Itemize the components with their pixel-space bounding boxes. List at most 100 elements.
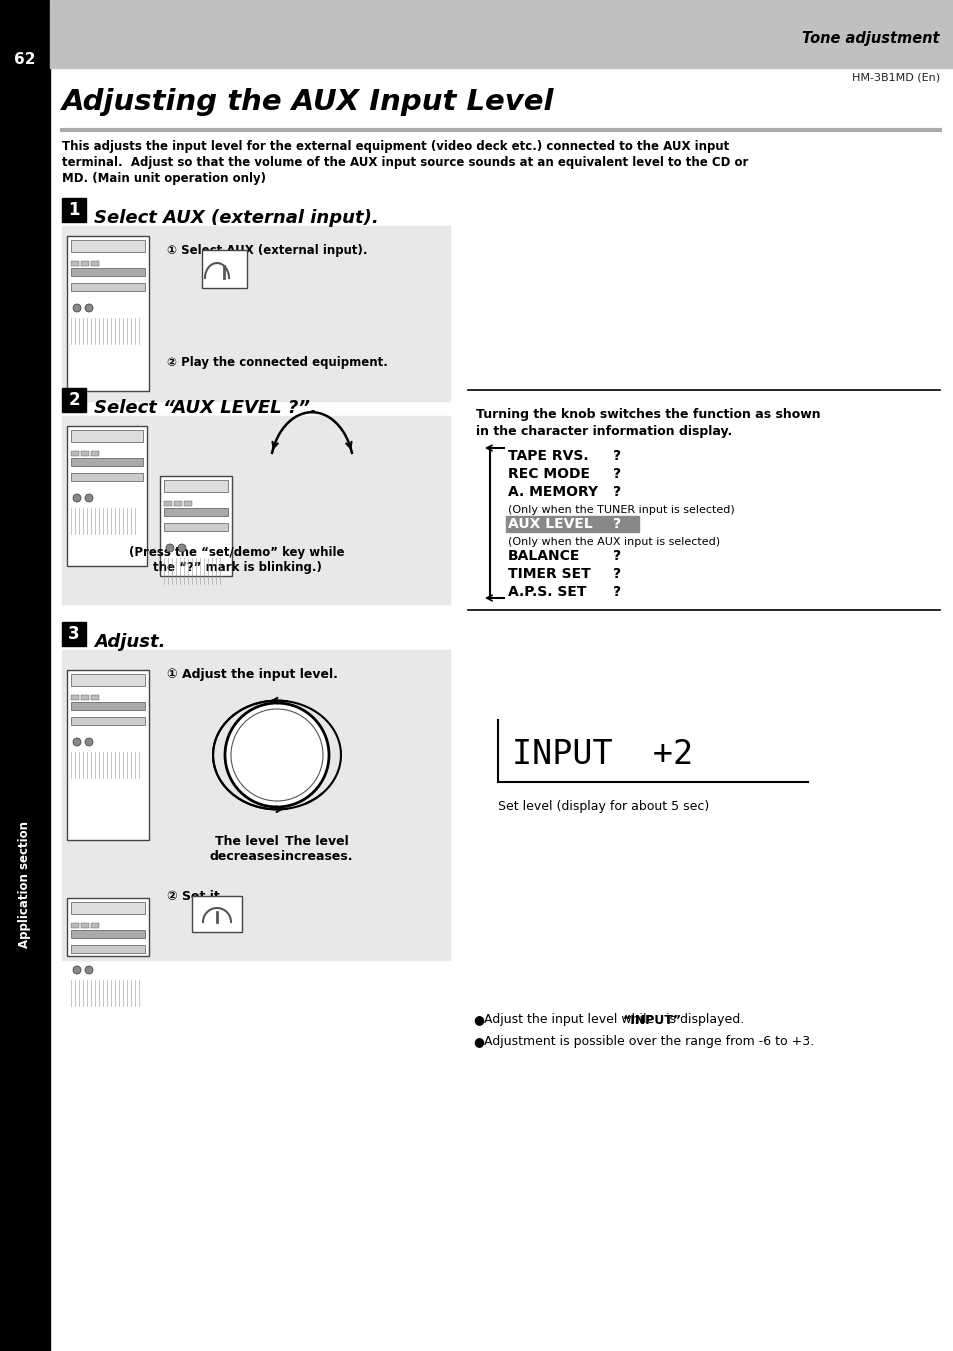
Bar <box>62 199 86 222</box>
Text: 3: 3 <box>68 626 80 643</box>
Text: 2: 2 <box>68 390 80 409</box>
Bar <box>62 416 450 604</box>
Bar <box>71 929 145 938</box>
Text: ?: ? <box>613 449 620 463</box>
Text: ?: ? <box>613 517 620 531</box>
Text: Adjustment is possible over the range from -6 to +3.: Adjustment is possible over the range fr… <box>483 1035 813 1048</box>
Text: 62: 62 <box>14 53 35 68</box>
Text: AUX LEVEL: AUX LEVEL <box>507 517 592 531</box>
Text: is displayed.: is displayed. <box>661 1013 743 1027</box>
Bar <box>91 923 99 928</box>
Text: (Only when the TUNER input is selected): (Only when the TUNER input is selected) <box>507 505 734 515</box>
Bar <box>71 451 79 457</box>
Circle shape <box>85 494 92 503</box>
Text: in the character information display.: in the character information display. <box>476 426 732 438</box>
Text: Select “AUX LEVEL ?”.: Select “AUX LEVEL ?”. <box>94 399 316 417</box>
Text: HM-3B1MD (En): HM-3B1MD (En) <box>851 73 939 82</box>
Text: terminal.  Adjust so that the volume of the AUX input source sounds at an equiva: terminal. Adjust so that the volume of t… <box>62 155 747 169</box>
Text: ② Play the connected equipment.: ② Play the connected equipment. <box>167 357 388 369</box>
Bar <box>160 476 232 576</box>
Circle shape <box>85 966 92 974</box>
Bar <box>71 430 143 442</box>
Circle shape <box>225 703 329 807</box>
Bar <box>71 902 145 915</box>
Circle shape <box>73 966 81 974</box>
Text: ●: ● <box>473 1013 483 1027</box>
Bar <box>164 508 228 516</box>
Text: The level
decreases.: The level decreases. <box>209 835 285 863</box>
Bar <box>71 674 145 686</box>
Circle shape <box>73 738 81 746</box>
Text: (Press the “set/demo” key while
the “?” mark is blinking.): (Press the “set/demo” key while the “?” … <box>129 546 344 574</box>
Text: BALANCE: BALANCE <box>507 549 579 563</box>
Bar <box>67 426 147 566</box>
Text: Set level (display for about 5 sec): Set level (display for about 5 sec) <box>497 800 708 813</box>
Bar <box>164 501 172 507</box>
Bar <box>67 670 149 840</box>
Text: ① Select AUX (external input).: ① Select AUX (external input). <box>167 245 367 257</box>
Text: ?: ? <box>613 549 620 563</box>
Circle shape <box>85 304 92 312</box>
Text: ?: ? <box>613 585 620 598</box>
Text: A.P.S. SET: A.P.S. SET <box>507 585 586 598</box>
Text: Adjust.: Adjust. <box>94 634 165 651</box>
Bar <box>202 250 247 288</box>
Text: Application section: Application section <box>18 821 31 948</box>
Text: The level
increases.: The level increases. <box>281 835 353 863</box>
Bar <box>62 621 86 646</box>
Bar <box>71 267 145 276</box>
Text: ?: ? <box>613 467 620 481</box>
Text: A. MEMORY: A. MEMORY <box>507 485 598 499</box>
Text: This adjusts the input level for the external equipment (video deck etc.) connec: This adjusts the input level for the ext… <box>62 141 728 153</box>
Bar <box>91 261 99 266</box>
Bar <box>62 650 450 961</box>
Bar <box>192 896 242 932</box>
Bar <box>67 236 149 390</box>
Bar <box>71 458 143 466</box>
Circle shape <box>85 738 92 746</box>
Bar <box>62 388 86 412</box>
Text: (Only when the AUX input is selected): (Only when the AUX input is selected) <box>507 536 720 547</box>
Text: ① Adjust the input level.: ① Adjust the input level. <box>167 667 337 681</box>
Text: INPUT  +2: INPUT +2 <box>512 739 693 771</box>
Circle shape <box>178 544 186 553</box>
Text: ② Set it: ② Set it <box>167 890 219 902</box>
Text: MD. (Main unit operation only): MD. (Main unit operation only) <box>62 172 266 185</box>
Circle shape <box>73 494 81 503</box>
Bar <box>184 501 192 507</box>
Text: 1: 1 <box>69 201 80 219</box>
Text: Adjusting the AUX Input Level: Adjusting the AUX Input Level <box>62 88 554 116</box>
Bar <box>62 226 450 401</box>
Text: ?: ? <box>613 567 620 581</box>
Bar <box>173 501 182 507</box>
Text: TIMER SET: TIMER SET <box>507 567 590 581</box>
Text: REC MODE: REC MODE <box>507 467 589 481</box>
Bar <box>0 0 50 1351</box>
Bar <box>81 923 89 928</box>
Bar <box>81 451 89 457</box>
Bar <box>71 944 145 952</box>
Bar <box>71 694 79 700</box>
Bar <box>91 451 99 457</box>
Bar <box>164 480 228 492</box>
Bar <box>81 261 89 266</box>
Bar <box>91 694 99 700</box>
Bar <box>71 703 145 711</box>
Bar <box>71 261 79 266</box>
Text: Select AUX (external input).: Select AUX (external input). <box>94 209 378 227</box>
Bar <box>71 473 143 481</box>
Bar <box>505 516 639 532</box>
Bar <box>67 898 149 957</box>
Bar <box>81 694 89 700</box>
Bar <box>71 717 145 725</box>
Text: Turning the knob switches the function as shown: Turning the knob switches the function a… <box>476 408 820 422</box>
Bar <box>71 923 79 928</box>
Bar <box>50 0 953 68</box>
Bar <box>71 240 145 253</box>
Bar <box>164 523 228 531</box>
Text: “INPUT”: “INPUT” <box>622 1013 681 1027</box>
Circle shape <box>166 544 173 553</box>
Text: ?: ? <box>613 485 620 499</box>
Text: Tone adjustment: Tone adjustment <box>801 31 939 46</box>
Circle shape <box>73 304 81 312</box>
